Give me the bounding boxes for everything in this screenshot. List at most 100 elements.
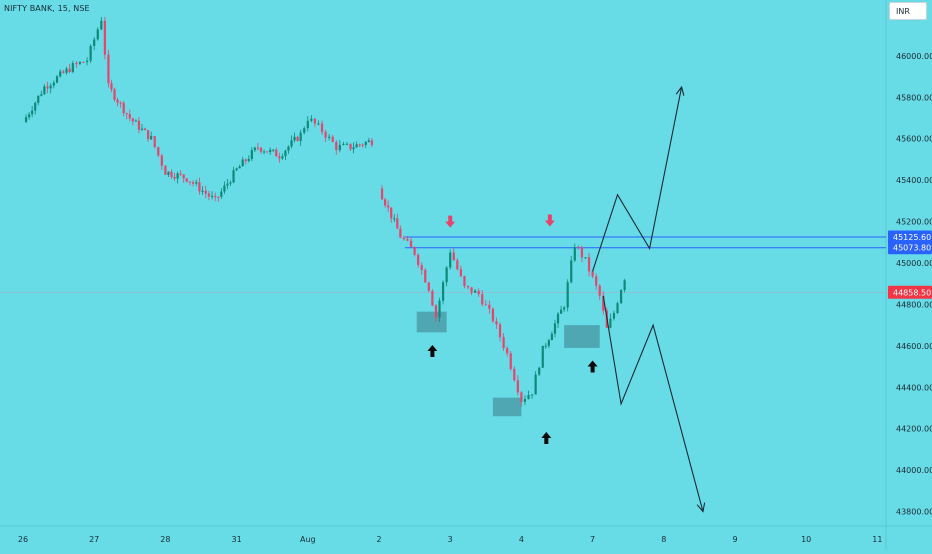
candle-body [125, 113, 128, 115]
candle-body [198, 182, 201, 192]
candle-body [75, 63, 78, 65]
candle-body [352, 147, 355, 150]
y-tick-label: 45400.00 [896, 176, 932, 185]
candle-body [204, 190, 207, 194]
price-tag-bg [888, 230, 932, 244]
candle-body [364, 142, 367, 146]
candle-body [527, 395, 530, 400]
candle-body [402, 237, 406, 240]
candle-body [310, 118, 313, 121]
candle-body [331, 136, 334, 142]
candle-body [438, 300, 441, 318]
x-tick-label: 10 [801, 535, 811, 544]
candle-body [530, 394, 534, 396]
candle-body [509, 353, 512, 369]
candle-body [547, 340, 550, 346]
candle-body [566, 282, 569, 308]
candle-body [140, 128, 144, 130]
candle-body [556, 313, 560, 324]
candle-body [553, 323, 557, 334]
candle-body [406, 239, 409, 241]
y-tick-label: 44800.00 [896, 300, 932, 309]
y-tick-label: 45000.00 [896, 259, 932, 268]
candle-body [345, 143, 349, 145]
candle-body [609, 318, 612, 328]
candle-body [153, 136, 156, 148]
candle-body [474, 290, 477, 293]
candle-body [137, 120, 141, 130]
y-tick-label: 45800.00 [896, 93, 932, 102]
candle-body [262, 151, 266, 153]
candle-body [68, 68, 71, 73]
candle-body [281, 156, 284, 159]
candle-body [62, 71, 65, 73]
candle-body [164, 165, 167, 175]
candle-body [424, 269, 427, 283]
candle-body [131, 118, 134, 122]
candle-body [313, 118, 317, 124]
x-tick-label: 31 [232, 535, 242, 544]
candle-body [538, 367, 541, 375]
candle-body [417, 254, 420, 266]
x-tick-label: 11 [872, 535, 882, 544]
candle-body [49, 85, 52, 89]
candle-body [456, 260, 459, 270]
candle-body [46, 86, 49, 89]
candle-body [226, 183, 229, 186]
candle-body [195, 182, 198, 184]
candle-body [191, 182, 195, 184]
candle-body [272, 149, 275, 151]
x-tick-label: 7 [590, 535, 595, 544]
candle-body [241, 159, 244, 167]
candle-body [598, 285, 601, 296]
candle-body [463, 276, 466, 286]
candle-body [185, 178, 188, 182]
candle-body [484, 304, 487, 306]
candle-body [103, 20, 106, 55]
demand-zone [564, 325, 600, 348]
candle-body [570, 260, 573, 283]
candle-body [31, 110, 34, 115]
candle-body [107, 54, 110, 84]
candle-body [573, 247, 576, 261]
candle-body [214, 195, 217, 197]
candle-body [317, 123, 320, 125]
candle-body [534, 374, 537, 395]
candle-body [470, 287, 473, 293]
candle-body [559, 309, 563, 314]
x-tick-label: 3 [448, 535, 453, 544]
candle-body [413, 246, 416, 255]
y-tick-label: 45200.00 [896, 218, 932, 227]
y-tick-label: 43800.00 [896, 508, 932, 517]
candle-body [229, 182, 232, 184]
candle-body [128, 114, 131, 119]
candle-body [481, 294, 484, 305]
candle-body [587, 257, 591, 272]
candle-body [278, 156, 281, 159]
candle-body [266, 151, 269, 153]
candle-body [387, 205, 390, 208]
candle-body [498, 324, 502, 338]
candle-body [396, 218, 399, 229]
candle-body [284, 150, 287, 157]
candle-body [40, 94, 43, 96]
scenario-down-path [602, 296, 704, 512]
x-tick-label: 8 [661, 535, 666, 544]
candle-body [259, 147, 263, 152]
candle-body [580, 247, 584, 258]
x-tick-label: 2 [376, 535, 381, 544]
candle-body [210, 195, 214, 197]
demand-zone [492, 397, 522, 417]
y-tick-label: 46000.00 [896, 52, 932, 61]
currency-button[interactable]: INR [889, 2, 927, 20]
y-tick-label: 44000.00 [896, 466, 932, 475]
candle-body [238, 166, 241, 169]
up-arrow-icon [587, 360, 598, 373]
candle-body [491, 308, 495, 322]
candle-body [290, 140, 293, 147]
candle-body [355, 144, 358, 148]
x-tick-label: 4 [519, 535, 524, 544]
candle-body [85, 60, 89, 63]
